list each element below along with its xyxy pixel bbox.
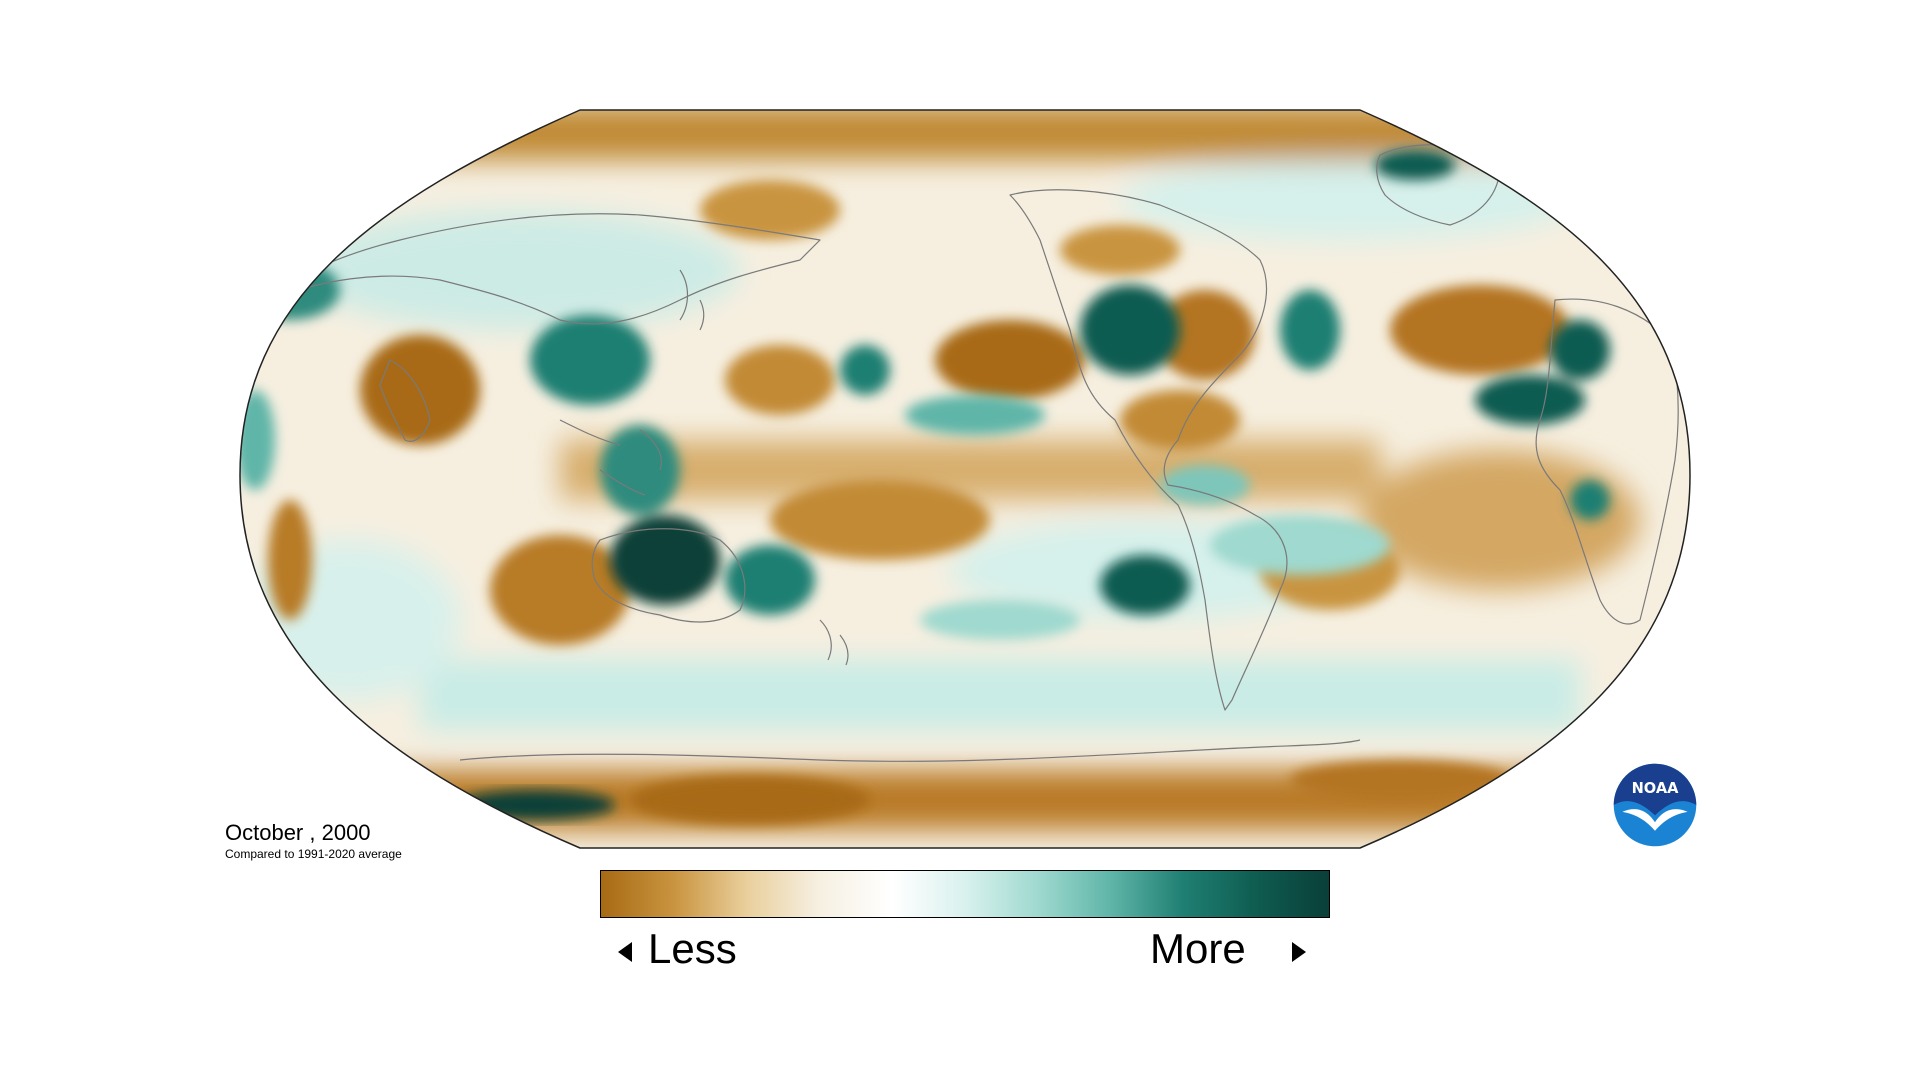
noaa-logo: NOAA <box>1613 763 1697 847</box>
antarctica-outline <box>459 739 1361 762</box>
canada-dry <box>1060 225 1180 275</box>
africa-central-wet <box>1570 480 1610 520</box>
india-dry <box>360 335 480 445</box>
south-atlantic-dry <box>1360 450 1640 590</box>
australia-outline <box>591 528 746 623</box>
eastern-us-dry <box>1155 290 1255 380</box>
coral-sea-wet <box>725 545 815 615</box>
pacific-wet-spot <box>840 345 890 395</box>
dry-patches <box>268 180 1570 825</box>
china-wet <box>530 315 650 405</box>
caribbean-dry <box>1120 390 1240 450</box>
north-atlantic-wet <box>1280 290 1340 370</box>
south-pacific-light-wet <box>920 600 1080 640</box>
arctic-dry-band <box>240 110 1690 160</box>
india-outline <box>379 359 431 442</box>
eurasia-north-outline <box>269 213 821 325</box>
antarctic-wet-streak <box>455 790 615 820</box>
new-zealand-outline <box>819 619 849 666</box>
equatorial-dry-band <box>560 440 1380 500</box>
north-america-wet-band <box>1120 160 1580 240</box>
south-pacific-wet-spot <box>1100 555 1190 615</box>
south-america-north-wet <box>1160 465 1250 505</box>
map-baseline-subtitle: Compared to 1991-2020 average <box>225 847 402 861</box>
legend-less-label: Less <box>648 925 737 972</box>
north-atlantic-dry <box>1390 285 1570 375</box>
mexico-us-wet <box>1080 285 1180 375</box>
more-arrow-icon <box>1292 942 1306 962</box>
west-africa-wet <box>1475 375 1585 425</box>
africa-west-edge-wet <box>240 390 275 490</box>
south-america-wet <box>1210 515 1390 575</box>
americas-outline <box>1009 189 1288 711</box>
southern-wet-band <box>420 660 1580 730</box>
wet-patches <box>240 150 1610 640</box>
north-australia-wet <box>610 515 720 605</box>
ross-sea-dry <box>630 775 870 825</box>
globe-outline <box>239 109 1691 849</box>
africa-east-dry <box>268 500 312 620</box>
europe-wet <box>1550 320 1610 380</box>
siberia-dry <box>700 180 840 240</box>
north-asia-wet <box>300 210 740 330</box>
noaa-logo-top <box>1613 763 1697 816</box>
precipitation-colorbar <box>600 870 1330 918</box>
noaa-logo-text: NOAA <box>1632 780 1680 797</box>
north-pacific-dry <box>935 320 1085 400</box>
east-pacific-dry <box>770 480 990 560</box>
west-australia-dry <box>490 535 630 645</box>
less-arrow-icon <box>618 942 632 962</box>
indonesia-wet <box>600 425 680 515</box>
legend-more-label: More <box>1150 925 1246 972</box>
japan-outline <box>679 269 705 331</box>
anomaly-field <box>240 110 1690 848</box>
weddell-dry <box>1290 760 1510 800</box>
map-date-title: October , 2000 <box>225 820 371 845</box>
greenland-wet <box>1375 150 1455 180</box>
pacific-itcz-wet <box>905 395 1045 435</box>
central-pacific-dry <box>725 345 835 415</box>
maritime-continent-outline <box>559 419 662 496</box>
noaa-logo-bird <box>1622 809 1688 831</box>
